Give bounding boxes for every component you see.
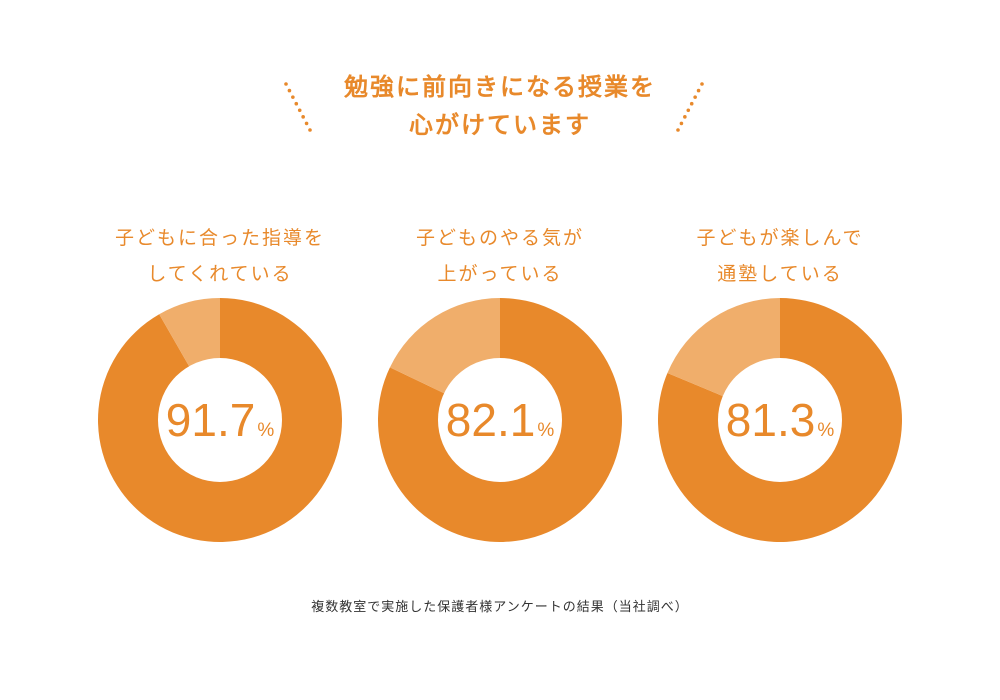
decorative-dot-right-3: [693, 95, 697, 99]
decorative-dot-left-8: [308, 128, 312, 132]
headline-line-2: 心がけています: [409, 111, 591, 139]
donut-2-value-label: 82.1%: [446, 394, 555, 446]
donut-2-center-hole: [438, 358, 562, 482]
decorative-dot-right-5: [686, 108, 691, 113]
donut-1-unit: %: [257, 420, 274, 441]
donut-1-value: 91.7: [166, 394, 256, 446]
donut-3-value-label: 81.3%: [726, 394, 835, 446]
decorative-dot-right-1: [700, 82, 704, 86]
chart-title-3-line-1: 子どもが楽しんで: [696, 227, 864, 249]
decorative-dot-right-8: [676, 128, 680, 132]
decorative-dot-left-4: [294, 101, 299, 106]
headline-line-1: 勉強に前向きになる授業を: [344, 73, 656, 101]
donut-2-unit: %: [537, 420, 554, 441]
decorative-dot-left-7: [304, 121, 309, 126]
chart-title-2: 子どものやる気が 上がっている: [360, 220, 640, 292]
donut-2-value: 82.1: [446, 394, 536, 446]
chart-title-2-line-1: 子どものやる気が: [415, 227, 584, 249]
decorative-dot-right-6: [683, 115, 687, 119]
donut-1-center-hole: [158, 358, 282, 482]
decorative-dot-right-7: [679, 121, 684, 126]
donut-1-value-label: 91.7%: [166, 394, 275, 446]
decorative-dot-left-5: [297, 108, 302, 113]
decorative-dot-left-6: [301, 115, 305, 119]
chart-title-1-line-1: 子どもに合った指導を: [114, 227, 325, 249]
decorative-dot-right-2: [696, 88, 701, 93]
decorative-dot-left-3: [291, 95, 295, 99]
chart-title-1-line-2: してくれている: [147, 263, 293, 285]
chart-title-3: 子どもが楽しんで 通塾している: [640, 220, 920, 292]
decorative-dot-left-1: [284, 82, 288, 86]
headline: 勉強に前向きになる授業を 心がけています: [0, 68, 1000, 144]
decorative-dots-right: [676, 82, 704, 132]
donut-chart-2: 82.1%: [378, 298, 622, 542]
donut-chart-3: 81.3%: [658, 298, 902, 542]
donut-3-center-hole: [718, 358, 842, 482]
decorative-dot-left-2: [287, 88, 292, 93]
chart-title-1: 子どもに合った指導を してくれている: [80, 220, 360, 292]
donut-3-value: 81.3: [726, 394, 816, 446]
decorative-dot-right-4: [689, 101, 694, 106]
donut-chart-1: 91.7%: [98, 298, 342, 542]
decorative-dots-left: [284, 82, 312, 132]
chart-title-2-line-2: 上がっている: [437, 263, 563, 285]
footnote: 複数教室で実施した保護者様アンケートの結果（当社調べ）: [311, 600, 689, 615]
chart-title-3-line-2: 通塾している: [717, 263, 843, 285]
donut-3-unit: %: [817, 420, 834, 441]
